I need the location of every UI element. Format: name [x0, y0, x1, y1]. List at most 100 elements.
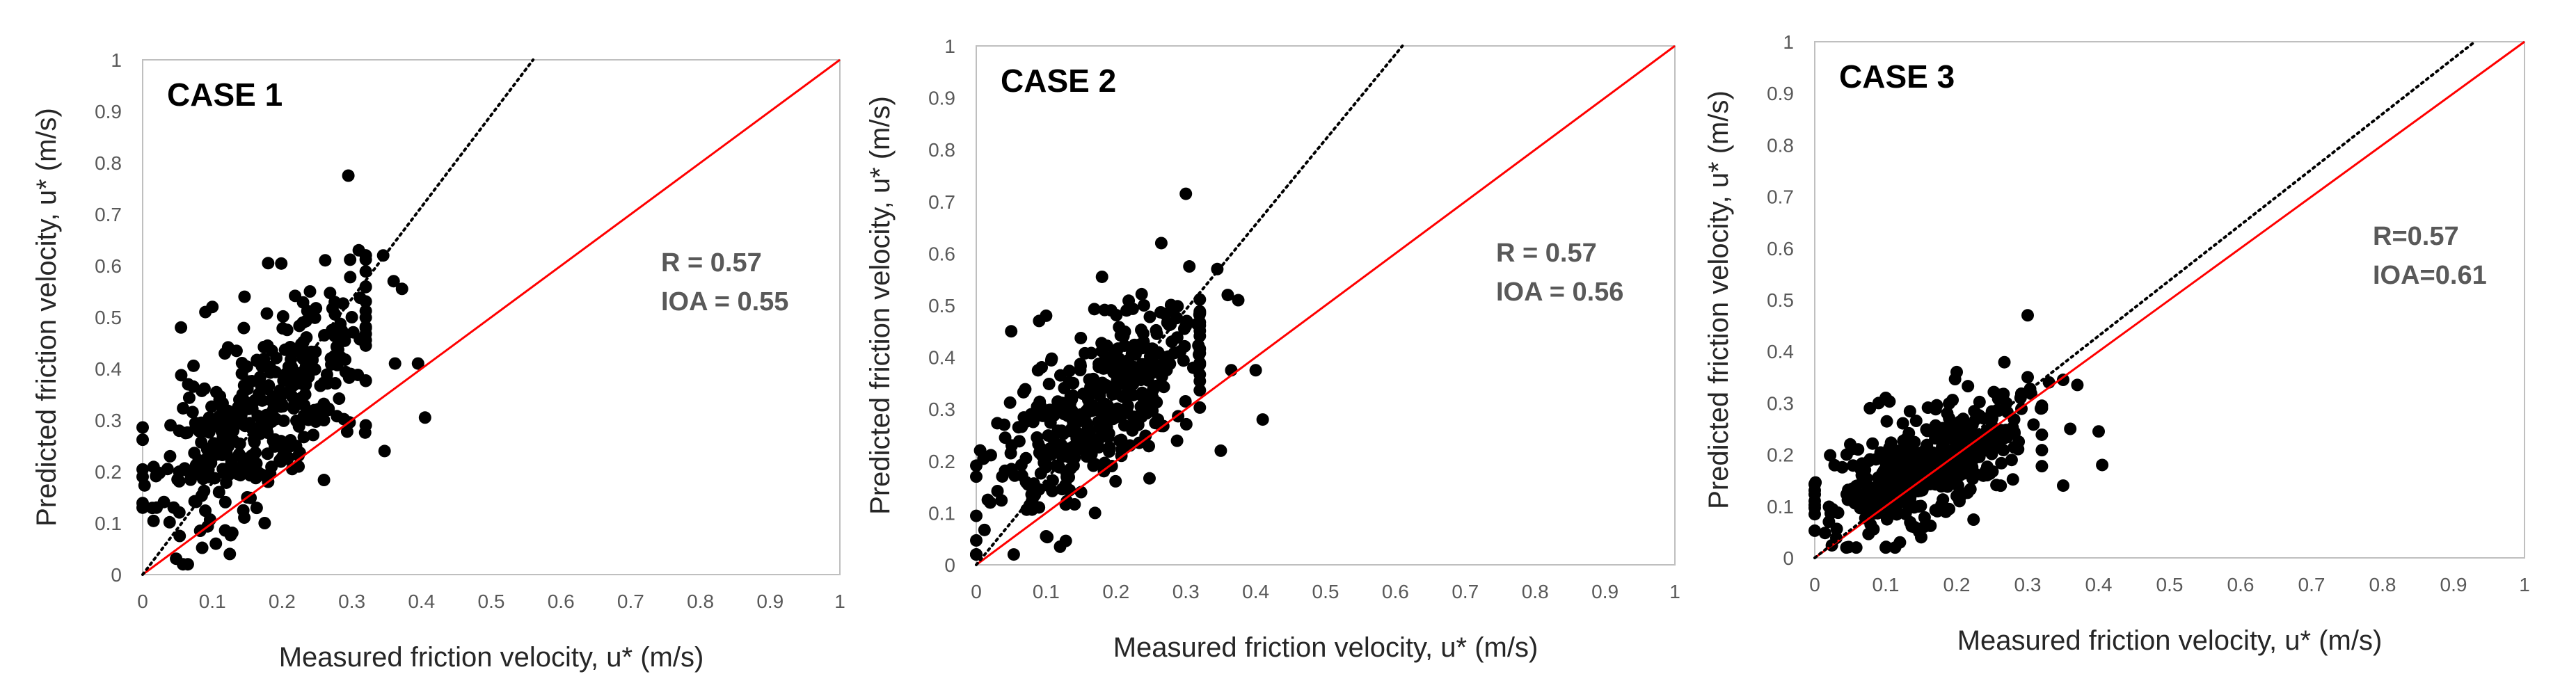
regression-line	[1813, 40, 2476, 559]
data-point	[1019, 451, 1033, 465]
data-point	[1941, 407, 1954, 420]
data-point	[236, 387, 249, 401]
data-point	[331, 410, 344, 423]
data-point	[2012, 435, 2026, 448]
data-point	[1193, 384, 1207, 397]
data-point	[147, 514, 160, 527]
data-point	[1850, 541, 1863, 554]
data-point	[1122, 294, 1136, 307]
y-axis-title: Predicted friction velocity, u* (m/s)	[865, 96, 896, 515]
data-point	[1857, 467, 1870, 480]
data-point	[1973, 395, 1986, 408]
one-to-one-line	[976, 45, 1676, 566]
data-point	[199, 504, 212, 518]
data-point	[277, 414, 290, 427]
data-point	[1867, 522, 1880, 536]
data-point	[301, 305, 314, 318]
data-point	[1990, 479, 2003, 492]
data-point	[1844, 438, 1857, 451]
data-point	[1937, 422, 1950, 435]
data-point	[320, 368, 333, 381]
x-tick-label: 0.1	[1033, 581, 1060, 602]
x-tick-label: 0	[137, 591, 148, 612]
data-point	[1909, 415, 1923, 428]
data-point	[1088, 458, 1102, 471]
data-point	[1828, 458, 1841, 472]
data-point	[1033, 314, 1046, 328]
data-point	[1854, 499, 1867, 512]
data-point	[1063, 471, 1076, 484]
data-point	[2092, 425, 2105, 438]
chart-panel-2: 0 0.1 0.2 0.3 0.4 0.5 0.6 0.7 0.8 0.9 1 0 0.1 0.2 0.3 0…	[865, 35, 1680, 663]
x-tick-label: 0.9	[756, 591, 784, 612]
y-tick-label: 0.4	[95, 358, 122, 380]
x-tick-label: 0.4	[1242, 581, 1269, 602]
data-point	[328, 296, 342, 309]
data-point	[378, 444, 391, 458]
x-tick-label: 0.7	[1452, 581, 1479, 602]
one-to-one-line	[1814, 40, 2525, 559]
y-tick-label: 0.5	[95, 307, 122, 328]
y-tick-label: 0.9	[1767, 83, 1794, 104]
data-point	[1808, 524, 1821, 537]
data-point	[1159, 351, 1172, 364]
data-point	[1150, 323, 1163, 337]
x-tick-label: 0.9	[1591, 581, 1619, 602]
data-point	[147, 460, 160, 474]
data-point	[1906, 442, 1919, 455]
data-point	[236, 405, 249, 418]
data-point	[1964, 483, 1977, 496]
data-point	[2064, 422, 2077, 435]
data-point	[1808, 477, 1821, 490]
data-point	[2027, 418, 2040, 431]
data-point	[358, 426, 372, 439]
data-point	[1256, 413, 1269, 426]
data-point	[388, 357, 401, 370]
x-tick-label: 0	[1809, 574, 1820, 595]
data-point	[2005, 454, 2018, 467]
data-point	[2071, 378, 2084, 392]
stat-label: IOA=0.61	[2373, 261, 2487, 290]
data-point	[1822, 515, 1836, 529]
data-point	[344, 271, 357, 284]
x-tick-label: 0.5	[478, 591, 505, 612]
data-point	[1946, 394, 1959, 407]
data-point	[289, 440, 303, 452]
data-point	[998, 418, 1011, 431]
data-point	[1004, 447, 1017, 460]
data-point	[1136, 327, 1150, 340]
data-point	[1898, 464, 1911, 477]
data-point	[317, 474, 331, 487]
data-point	[295, 391, 308, 404]
data-point	[1100, 339, 1113, 353]
data-point	[1092, 401, 1105, 415]
data-point	[1987, 385, 2001, 399]
data-point	[1896, 417, 1909, 430]
data-point	[1143, 472, 1156, 485]
data-point	[395, 282, 408, 296]
x-axis-title: Measured friction velocity, u* (m/s)	[279, 642, 704, 673]
data-point	[1054, 540, 1067, 553]
data-point	[1155, 370, 1168, 383]
data-point	[1159, 307, 1172, 321]
data-point	[1035, 401, 1048, 414]
data-point	[322, 402, 335, 415]
data-point	[1154, 237, 1168, 250]
data-point	[359, 311, 372, 324]
data-point	[2035, 399, 2049, 412]
data-point	[2006, 473, 2019, 486]
data-point	[262, 379, 276, 392]
data-point	[161, 463, 174, 476]
data-point	[1079, 405, 1092, 418]
data-point	[175, 369, 188, 382]
data-point	[202, 411, 216, 424]
data-point	[1193, 305, 1207, 318]
data-point	[1991, 434, 2005, 447]
data-point	[303, 285, 317, 298]
data-point	[218, 524, 232, 537]
data-point	[317, 414, 331, 426]
y-tick-label: 0.2	[928, 451, 955, 472]
data-point	[1135, 410, 1148, 424]
data-point	[202, 426, 216, 439]
x-tick-label: 0.8	[2369, 574, 2396, 595]
